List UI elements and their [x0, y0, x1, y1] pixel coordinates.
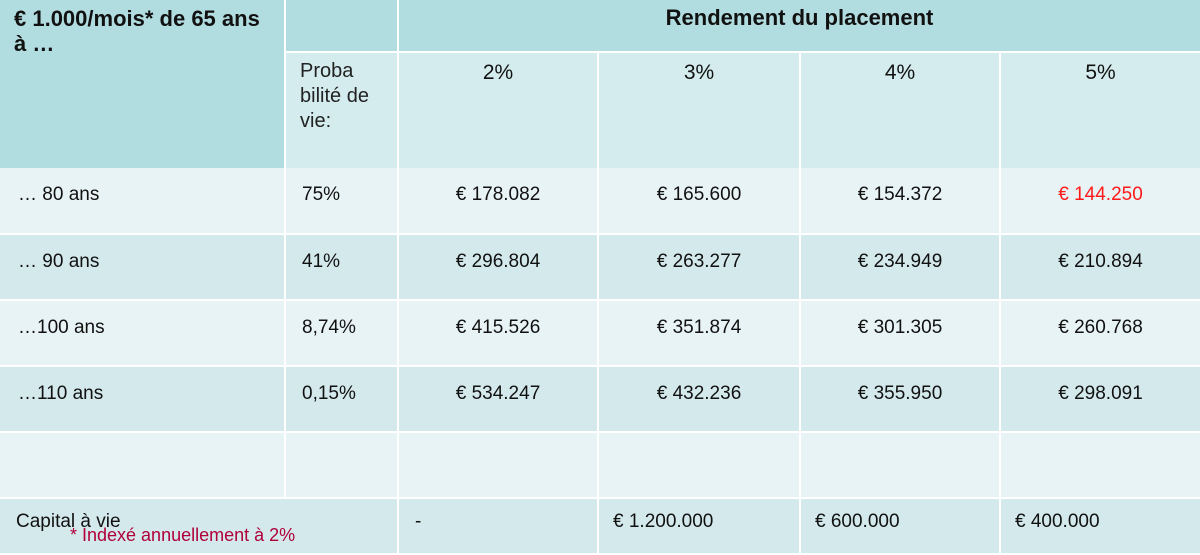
- proba-header-cell: Proba bilité de vie:: [285, 52, 399, 168]
- row-label: … 80 ans: [18, 184, 100, 205]
- table-row: …110 ans 0,15% € 534.247 € 432.236 € 355…: [0, 366, 1200, 433]
- row-probability: 0,15%: [302, 383, 356, 404]
- capital-value: -: [415, 511, 422, 532]
- row-probability: 41%: [302, 251, 341, 272]
- table-row: … 90 ans 41% € 296.804 € 263.277 € 234.9…: [0, 234, 1200, 301]
- value-cell: € 301.305: [857, 317, 943, 338]
- value-cell: € 415.526: [455, 317, 541, 338]
- rate-header-4: 4%: [800, 52, 1001, 168]
- table-title-cell: € 1.000/mois* de 65 ans à …: [0, 0, 286, 168]
- row-label: …100 ans: [18, 317, 105, 338]
- value-cell: € 534.247: [455, 383, 541, 404]
- table-row: … 80 ans 75% € 178.082 € 165.600 € 154.3…: [0, 168, 1200, 235]
- row-label: … 90 ans: [18, 251, 100, 272]
- row-probability: 8,74%: [302, 317, 356, 338]
- header-spacer: [285, 0, 399, 53]
- value-cell: € 296.804: [455, 251, 541, 272]
- value-cell: € 351.874: [656, 317, 742, 338]
- value-cell: € 210.894: [1058, 251, 1143, 272]
- highlighted-value-cell: € 144.250: [1058, 184, 1143, 205]
- capital-value: € 400.000: [1015, 511, 1100, 532]
- row-label: …110 ans: [18, 383, 104, 404]
- rate-header-2: 2%: [398, 52, 599, 168]
- value-cell: € 165.600: [656, 184, 742, 205]
- value-cell: € 298.091: [1058, 383, 1143, 404]
- proba-header: Proba bilité de vie:: [300, 60, 369, 132]
- capital-label: Capital à vie: [16, 511, 121, 532]
- capital-row: Capital à vie - € 1.200.000 € 600.000 € …: [0, 498, 1200, 555]
- rendement-header-cell: Rendement du placement: [398, 0, 1200, 53]
- footnote: * Indexé annuellement à 2%: [70, 525, 296, 545]
- capital-value: € 1.200.000: [613, 511, 714, 532]
- value-cell: € 234.949: [857, 251, 943, 272]
- rate-header-5: 5%: [1000, 52, 1200, 168]
- value-cell: € 154.372: [857, 184, 943, 205]
- table-row: …100 ans 8,74% € 415.526 € 351.874 € 301…: [0, 300, 1200, 367]
- value-cell: € 432.236: [656, 383, 742, 404]
- capital-value: € 600.000: [815, 511, 900, 532]
- rendement-header: Rendement du placement: [665, 5, 934, 30]
- rate-header-3: 3%: [598, 52, 801, 168]
- row-probability: 75%: [302, 184, 341, 205]
- value-cell: € 178.082: [455, 184, 541, 205]
- value-cell: € 260.768: [1058, 317, 1143, 338]
- value-cell: € 263.277: [656, 251, 742, 272]
- empty-row: [0, 432, 1200, 499]
- value-cell: € 355.950: [857, 383, 943, 404]
- table-title: € 1.000/mois* de 65 ans à …: [14, 6, 260, 56]
